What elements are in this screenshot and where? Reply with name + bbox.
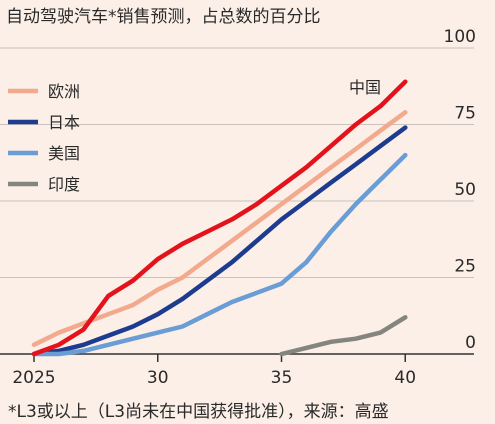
y-tick-label: 25 bbox=[454, 257, 476, 277]
series-line-中国 bbox=[31, 79, 408, 357]
series-line-印度 bbox=[279, 315, 408, 357]
legend-label: 印度 bbox=[48, 175, 80, 194]
legend-label: 美国 bbox=[48, 144, 80, 163]
x-tick-label: 2025 bbox=[12, 368, 55, 388]
x-tick-label: 35 bbox=[271, 368, 293, 388]
series-line-日本 bbox=[31, 125, 408, 357]
x-tick-label: 30 bbox=[147, 368, 169, 388]
footnote: *L3或以上（L3尚未在中国获得批准），来源：高盛 bbox=[8, 402, 389, 422]
series-line-欧洲 bbox=[31, 110, 408, 348]
legend-label: 日本 bbox=[48, 113, 80, 132]
chart-title: 自动驾驶汽车*销售预测，占总数的百分比 bbox=[6, 7, 321, 27]
x-axis-ticks: 2025 30 35 40 bbox=[12, 354, 416, 388]
y-tick-label: 100 bbox=[444, 27, 476, 47]
series-line-美国 bbox=[31, 152, 408, 357]
series-lines bbox=[31, 79, 408, 357]
grid bbox=[0, 47, 474, 278]
legend-label: 欧洲 bbox=[48, 82, 80, 101]
inline-label-china: 中国 bbox=[349, 78, 381, 97]
x-tick-label: 40 bbox=[394, 368, 416, 388]
y-tick-label: 50 bbox=[454, 180, 476, 200]
y-axis-ticks: 0 25 50 75 100 bbox=[444, 27, 476, 353]
y-tick-label: 0 bbox=[465, 333, 476, 353]
y-tick-label: 75 bbox=[454, 104, 476, 124]
